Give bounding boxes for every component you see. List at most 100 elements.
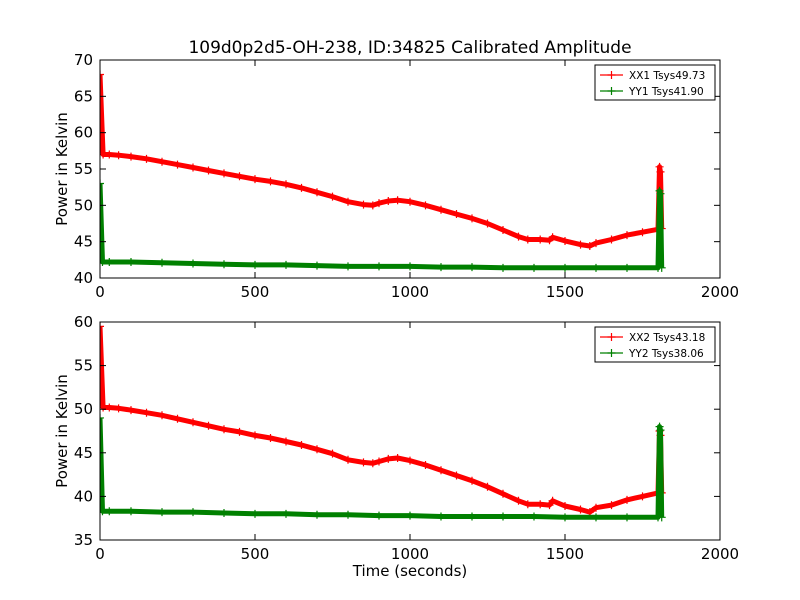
data-point-marker (127, 507, 135, 516)
y-tick-label: 40 (74, 269, 93, 287)
data-point-marker (585, 508, 594, 517)
data-point-marker (406, 456, 414, 465)
data-point-marker (266, 433, 275, 442)
data-point-marker (548, 233, 557, 242)
data-point-marker (483, 219, 492, 228)
data-point-marker (523, 500, 532, 509)
data-point-marker (158, 411, 166, 420)
data-point-marker (313, 261, 321, 270)
data-point-marker (375, 262, 383, 271)
data-point-marker (158, 258, 166, 267)
data-point-marker (607, 501, 616, 510)
data-point-marker (437, 466, 445, 475)
data-point-marker (359, 200, 368, 209)
data-point-marker (127, 258, 135, 267)
x-tick-label: 1000 (391, 283, 429, 301)
data-point-marker (105, 150, 114, 159)
data-point-marker (437, 512, 445, 521)
data-point-marker (406, 262, 414, 271)
data-point-marker (100, 413, 104, 422)
data-point-marker (220, 508, 228, 517)
data-point-marker (536, 500, 545, 509)
data-point-marker (592, 239, 600, 248)
data-point-marker (437, 205, 445, 214)
x-tick-label: 0 (95, 283, 105, 301)
data-point-marker (499, 512, 507, 521)
y-tick-label: 65 (74, 87, 93, 105)
data-point-marker (468, 214, 476, 223)
data-point-marker (142, 154, 151, 163)
data-point-marker (655, 422, 664, 431)
x-axis-label: Time (seconds) (352, 562, 468, 580)
data-point-marker (100, 507, 107, 516)
data-point-marker (657, 513, 666, 522)
data-point-marker (359, 458, 368, 467)
subplot-2: 0 500 1000 1500 2000 35 40 45 50 55 60 Power in Kel… (53, 313, 739, 580)
data-point-marker (561, 236, 569, 245)
data-point-marker (523, 235, 532, 244)
data-point-marker (592, 263, 600, 272)
subplot-1: 0 500 1000 1500 2000 40 45 50 55 60 65 70 Power in K… (53, 51, 739, 301)
series-group (100, 70, 666, 272)
data-point-marker (328, 192, 337, 201)
data-point-marker (406, 197, 414, 206)
data-point-marker (220, 169, 228, 178)
x-tick-label: 500 (241, 545, 270, 563)
data-point-marker (189, 418, 197, 427)
data-point-marker (656, 167, 665, 176)
data-point-marker (297, 440, 306, 449)
data-point-marker (437, 263, 445, 272)
data-point-marker (499, 226, 507, 235)
data-point-marker (375, 199, 383, 208)
x-tick-label: 1500 (546, 545, 584, 563)
data-point-marker (100, 70, 104, 79)
data-point-marker (114, 151, 123, 160)
data-point-marker (656, 189, 665, 198)
data-point-marker (204, 421, 213, 430)
legend-swatch-marker (607, 349, 616, 357)
data-point-marker (468, 512, 476, 521)
data-point-marker (105, 258, 114, 267)
data-point-marker (514, 496, 523, 505)
data-point-marker (204, 166, 213, 175)
data-point-marker (189, 508, 197, 517)
data-point-marker (623, 495, 631, 504)
data-point-marker (545, 501, 554, 510)
y-tick-label: 45 (74, 444, 93, 462)
data-point-marker (313, 445, 321, 454)
data-point-marker (173, 160, 182, 169)
data-point-marker (127, 152, 135, 161)
data-point-marker (421, 461, 430, 470)
data-point-marker (114, 404, 123, 413)
data-point-marker (251, 175, 259, 184)
data-point-marker (297, 183, 306, 192)
data-point-marker (142, 408, 151, 417)
data-point-marker (656, 426, 665, 435)
series-line-2 (100, 417, 665, 520)
y-tick-label: 45 (74, 233, 93, 251)
data-point-marker (592, 513, 600, 522)
data-point-marker (623, 513, 631, 522)
data-point-marker (638, 228, 647, 237)
legend-swatch-marker (607, 333, 616, 341)
figure-title: 109d0p2d5-OH-238, ID:34825 Calibrated Am… (188, 38, 631, 58)
data-point-marker (282, 509, 290, 518)
data-point-marker (384, 454, 393, 463)
x-tick-label: 1000 (391, 545, 429, 563)
data-point-marker (344, 197, 352, 206)
data-point-marker (499, 263, 507, 272)
legend-label: YY1 Tsys41.90 (628, 86, 704, 98)
data-point-marker (251, 431, 259, 440)
y-tick-label: 50 (74, 196, 93, 214)
data-point-marker (514, 232, 523, 241)
data-point-marker (530, 512, 538, 521)
data-point-marker (344, 510, 352, 519)
data-point-marker (235, 172, 244, 181)
data-point-marker (393, 196, 402, 205)
data-point-marker (592, 503, 600, 512)
data-point-marker (251, 509, 259, 518)
data-point-marker (576, 240, 585, 249)
data-point-marker (158, 508, 166, 517)
data-point-marker (344, 455, 352, 464)
